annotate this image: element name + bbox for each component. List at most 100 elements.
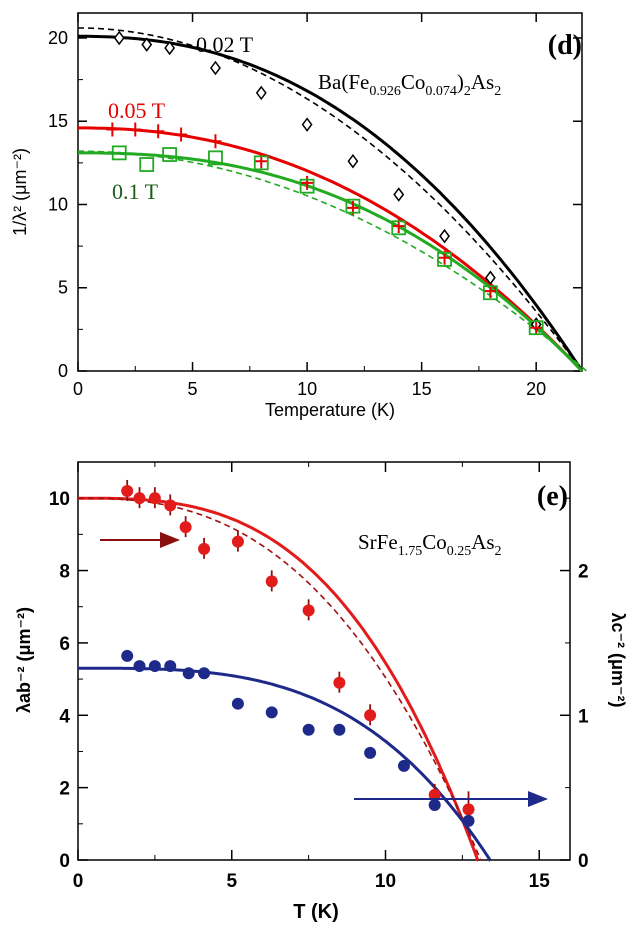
fit-0.02T-dashed	[78, 27, 583, 372]
fit-0.1T	[78, 151, 584, 373]
data-point-lambda-ab	[164, 499, 177, 512]
panel-d-tick-labels: 0 5 10 15 20 0 5 10 15 20	[48, 28, 546, 399]
panel-e-right-tick-label: 1	[578, 706, 589, 727]
panel-e-tick-labels: 0 5 10 15 0 2 4 6 8 10 0 1 2	[49, 489, 589, 892]
panel-e-x-tick-label: 0	[73, 871, 84, 892]
panel-d-x-axis-label: Temperature (K)	[265, 400, 395, 420]
data-point-lambda-ab	[333, 676, 346, 689]
data-point-lambda-ab	[265, 575, 278, 588]
legend-label-0.02T: 0.02 T	[196, 32, 254, 57]
panel-d-frame	[77, 12, 583, 372]
fit-0.05T	[78, 126, 584, 373]
panel-e-label: (e)	[537, 481, 568, 512]
data-point-lambda-c	[121, 649, 134, 662]
data-point-0.05T	[301, 175, 314, 190]
panel-e-left-tick-label: 8	[59, 562, 70, 583]
panel-d-x-tick-label: 5	[188, 379, 198, 399]
data-point-lambda-ab	[179, 521, 192, 534]
data-point-lambda-ab	[364, 709, 377, 722]
panel-d-y-tick-label: 5	[58, 278, 68, 298]
panel-d-y-tick-label: 10	[48, 194, 68, 214]
data-point-0.02T	[141, 37, 153, 52]
data-point-0.02T	[210, 60, 221, 76]
data-point-0.05T	[106, 122, 119, 137]
data-point-lambda-c	[302, 723, 315, 736]
data-point-0.1T	[162, 147, 178, 162]
data-point-0.02T	[113, 30, 125, 46]
panel-e-left-tick-label: 6	[59, 634, 70, 655]
panel-e-left-tick-label: 2	[59, 779, 70, 800]
legend-label-0.05T: 0.05 T	[108, 98, 166, 123]
panel-d: 0 5 10 15 20 0 5 10 15 20 (d) Ba(Fe0.926Co0.074)2…	[10, 12, 588, 420]
data-point-lambda-ab	[428, 788, 441, 801]
data-point-0.02T	[255, 85, 267, 101]
panel-e-frame	[77, 461, 571, 861]
panel-e-compound: SrFe1.75Co0.25As2	[358, 530, 502, 559]
data-point-lambda-c	[182, 667, 195, 680]
data-point-lambda-ab	[302, 604, 315, 617]
panel-d-ticks	[77, 13, 582, 372]
data-point-0.1T	[482, 285, 498, 301]
data-point-0.1T	[528, 320, 544, 336]
data-point-lambda-c	[133, 660, 146, 673]
data-point-0.05T	[175, 127, 188, 142]
fit-lambda-ab-dashed	[78, 497, 482, 861]
data-point-lambda-c	[428, 799, 441, 812]
data-point-0.1T	[345, 198, 361, 214]
data-point-lambda-c	[231, 697, 244, 710]
panel-d-y-tick-label: 0	[58, 361, 68, 381]
panel-e-x-tick-label: 10	[375, 871, 396, 892]
data-point-0.1T	[253, 155, 269, 171]
data-point-0.05T	[129, 122, 142, 137]
fit-0.02T	[78, 34, 584, 372]
data-point-0.1T	[208, 150, 223, 166]
data-point-lambda-c	[462, 814, 475, 827]
data-point-lambda-c	[333, 723, 346, 736]
panel-e-right-tick-label: 0	[578, 851, 589, 872]
panel-e-ticks	[77, 462, 570, 861]
data-point-lambda-c	[164, 660, 177, 673]
data-point-lambda-c	[364, 746, 377, 759]
data-point-lambda-ab	[121, 484, 134, 497]
data-point-0.05T	[152, 124, 165, 139]
panel-d-compound: Ba(Fe0.926Co0.074)2As2	[318, 70, 501, 99]
data-point-0.02T	[347, 153, 359, 169]
panel-e-left-tick-label: 10	[49, 489, 70, 510]
data-point-0.02T	[301, 117, 313, 132]
data-point-lambda-ab	[462, 803, 475, 816]
data-point-lambda-ab	[148, 492, 161, 505]
data-point-0.1T	[391, 220, 407, 236]
data-point-0.1T	[111, 145, 127, 161]
data-point-0.05T	[530, 320, 543, 335]
panel-d-x-tick-label: 0	[73, 379, 83, 399]
data-point-lambda-c	[265, 706, 278, 719]
panel-d-y-tick-label: 15	[48, 111, 68, 131]
panel-d-y-tick-label: 20	[48, 28, 68, 48]
panel-e: 0 5 10 15 0 2 4 6 8 10 0 1 2 (e) SrFe1.75Co0.25As2 T…	[14, 461, 628, 923]
legend-label-0.1T: 0.1 T	[112, 179, 159, 204]
data-point-lambda-ab	[198, 542, 211, 555]
data-point-lambda-c	[397, 759, 410, 772]
data-point-lambda-c	[198, 667, 211, 680]
data-point-0.1T	[299, 178, 315, 194]
data-point-0.05T	[209, 134, 222, 149]
panel-e-x-tick-label: 5	[226, 871, 237, 892]
fit-lambda-c	[78, 666, 492, 862]
data-point-lambda-ab	[231, 535, 244, 548]
panel-e-right-axis-label: λc⁻² (μm⁻²)	[608, 612, 628, 707]
data-point-0.02T	[484, 270, 496, 286]
panel-e-left-axis-label: λab⁻² (μm⁻²)	[14, 607, 34, 713]
data-point-0.02T	[439, 228, 450, 244]
panel-d-markers	[106, 30, 544, 336]
panel-d-x-tick-label: 10	[297, 379, 317, 399]
panel-e-right-tick-label: 2	[578, 562, 589, 583]
data-point-0.1T	[437, 252, 452, 267]
panel-e-markers	[121, 479, 475, 827]
panel-d-y-axis-label: 1/λ² (μm⁻²)	[10, 148, 30, 236]
data-point-0.1T	[139, 157, 155, 172]
panel-e-left-tick-label: 0	[59, 851, 70, 872]
panel-d-label: (d)	[548, 30, 582, 61]
data-point-0.02T	[393, 187, 405, 202]
panel-d-x-tick-label: 20	[526, 379, 546, 399]
